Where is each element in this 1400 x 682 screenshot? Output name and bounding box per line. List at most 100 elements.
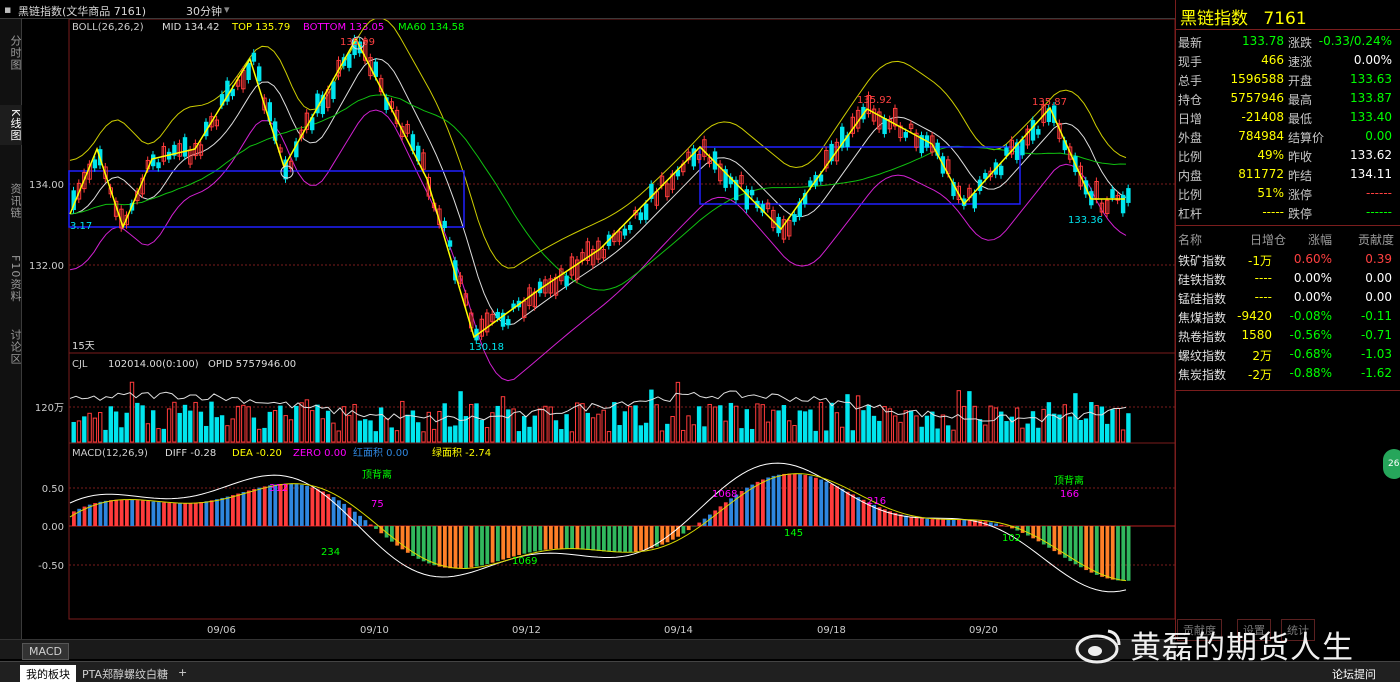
nav-kline[interactable]: K线图 (0, 105, 22, 146)
macd-annot-1069: 1069 (512, 556, 537, 567)
macd-bar (411, 526, 415, 556)
kline-chart-svg[interactable]: 134.00 132.00 120万 0.50 0.00 -0.50 BOLL(… (22, 17, 1176, 639)
volume-bar (352, 403, 357, 443)
volume-bar (129, 381, 135, 443)
macd-bar (808, 476, 813, 526)
macd-bar (405, 526, 410, 553)
macd-bar (686, 526, 691, 531)
macd-bar (458, 526, 463, 569)
add-tab-button[interactable]: + (178, 666, 188, 679)
volume-bar (1078, 420, 1083, 443)
candle-body (1120, 194, 1126, 214)
list-item[interactable]: 热卷指数 1580 -0.56% -0.71 (1178, 326, 1396, 345)
quote-label: 昨收 (1288, 150, 1313, 164)
nav-news[interactable]: 资讯链 (9, 183, 22, 219)
volume-bar (824, 430, 829, 443)
macd-bar (718, 506, 723, 526)
candle-body (903, 132, 908, 138)
macd-bar (538, 526, 543, 551)
tab-macd[interactable]: MACD (22, 643, 69, 660)
list-item[interactable]: 焦炭指数 -2万 -0.88% -1.62 (1178, 364, 1396, 383)
list-item-name: 螺纹指数 (1178, 349, 1227, 363)
volume-bar (898, 421, 903, 443)
candle-body (999, 165, 1004, 176)
weibo-logo-icon (1075, 629, 1121, 664)
list-item[interactable]: 铁矿指数 -1万 0.60% 0.39 (1178, 250, 1396, 269)
board-bar: 我的板块 PTA郑醇螺纹白糖 + 论坛提问 (0, 661, 1400, 682)
volume-bar (564, 414, 569, 443)
list-item-name: 焦炭指数 (1178, 368, 1227, 382)
nav-intraday[interactable]: 分时图 (9, 35, 22, 71)
macd-bar (898, 514, 903, 526)
candle-body (1078, 165, 1083, 187)
list-item-change: -0.88% (1289, 366, 1332, 380)
macd-annot-216: 216 (867, 496, 886, 507)
volume-bar (230, 418, 235, 443)
macd-bar (337, 500, 341, 526)
chart-area[interactable]: 134.00 132.00 120万 0.50 0.00 -0.50 BOLL(… (22, 17, 1176, 639)
tab-pta[interactable]: PTA郑醇螺纹白糖 (82, 668, 169, 681)
candle-body (744, 189, 749, 210)
macd-bar (119, 499, 124, 526)
macd-bar (602, 526, 606, 552)
candle-body (76, 182, 82, 200)
list-item[interactable]: 螺纹指数 2万 -0.68% -1.03 (1178, 345, 1396, 364)
list-item-daily: -9420 (1237, 309, 1272, 323)
volume-bar (1067, 416, 1073, 443)
macd-bar (485, 526, 490, 565)
list-item[interactable]: 焦煤指数 -9420 -0.08% -0.11 (1178, 307, 1396, 326)
tab-my-board[interactable]: 我的板块 (20, 665, 76, 682)
diff-value: DIFF -0.28 (165, 448, 216, 459)
menu-icon[interactable]: ▪ (4, 3, 12, 16)
list-item[interactable]: 硅铁指数 ---- 0.00% 0.00 (1178, 269, 1396, 288)
candle-body (898, 125, 903, 139)
macd-bar (199, 502, 203, 526)
boll-legend[interactable]: BOLL(26,26,2) (72, 22, 144, 33)
volume-bar (718, 405, 723, 443)
candle-body (182, 137, 188, 157)
macd-bar (639, 526, 643, 551)
macd-bar (204, 501, 209, 526)
macd-annot-75: 75 (371, 499, 384, 510)
main-panel-frame (68, 18, 1176, 354)
candle-body (426, 177, 432, 197)
volume-bar (389, 427, 394, 443)
volume-bar (469, 403, 474, 443)
volume-bar (527, 426, 532, 443)
quote-row: 日增 -21408 最低 133.40 (1178, 108, 1396, 127)
candle-body (723, 169, 728, 188)
macd-bar (352, 511, 357, 526)
list-header: 名称 日增仓 涨幅 贡献度 (1178, 229, 1396, 248)
tab-contribution[interactable]: 贡献度 (1177, 619, 1222, 641)
tab-stats[interactable]: 统计 (1281, 619, 1315, 641)
macd-legend[interactable]: MACD(12,26,9) (72, 448, 148, 459)
volume-bar (585, 412, 590, 443)
candle-body (919, 135, 924, 154)
list-item[interactable]: 锰硅指数 ---- 0.00% 0.00 (1178, 288, 1396, 307)
volume-bar (373, 431, 379, 443)
nav-discussion[interactable]: 讨论区 (9, 329, 22, 365)
macd-bar (1094, 526, 1099, 575)
list-item-change: 0.00% (1293, 290, 1332, 304)
period-dropdown-icon[interactable]: ▾ (224, 3, 230, 16)
macd-bar (1052, 526, 1057, 552)
period-selector[interactable]: 30分钟 (186, 5, 222, 18)
volume-bar (924, 415, 930, 443)
x-label-0910: 09/10 (360, 625, 389, 636)
macd-bar (225, 496, 230, 526)
nav-f10[interactable]: F10资料 (9, 255, 22, 303)
opid-value: OPID 5757946.00 (208, 359, 296, 370)
forum-button[interactable]: 论坛提问 (1332, 668, 1376, 681)
quote-label: 最低 (1288, 112, 1313, 126)
volume-bar (988, 405, 993, 443)
macd-bar (967, 519, 972, 526)
macd-bar (803, 474, 808, 526)
floating-widget[interactable]: 26 (1383, 449, 1400, 479)
candle-body (877, 111, 882, 130)
volume-bar (654, 404, 659, 443)
candle-body (765, 202, 771, 210)
quote-label: 结算价 (1288, 131, 1325, 145)
tab-settings[interactable]: 设置 (1237, 619, 1271, 641)
candle-body (527, 287, 532, 307)
cjl-legend[interactable]: CJL (72, 359, 88, 370)
